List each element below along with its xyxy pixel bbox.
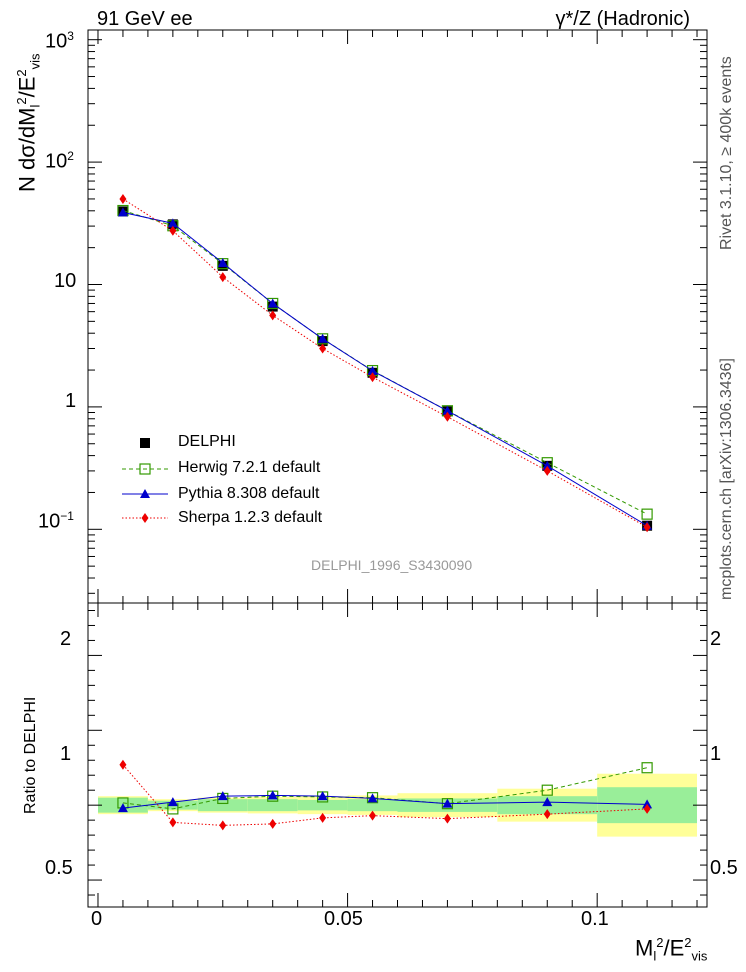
ratio-band-green (197, 799, 248, 812)
legend-marker-sherpa (141, 513, 149, 523)
main-point-herwig (641, 508, 653, 520)
main-point-pythia (542, 460, 553, 470)
main-y-tick-label: 102 (45, 149, 74, 173)
main-point-sherpa (219, 272, 227, 283)
legend-label-pythia: Pythia 8.308 default (178, 485, 320, 502)
header-right-label: γ*/Z (Hadronic) (555, 8, 690, 30)
main-y-tick-label: 10 (54, 270, 77, 292)
main-point-sherpa (443, 411, 451, 422)
main-point-pythia (267, 298, 278, 308)
ratio-point-pythia (542, 797, 553, 807)
ratio-bands (97, 773, 698, 837)
legend-label-sherpa: Sherpa 1.2.3 default (178, 509, 323, 526)
ratio-point-pythia (217, 791, 228, 801)
main-point-sherpa (169, 225, 177, 236)
ratio-point-pythia (267, 790, 278, 800)
ratio-y-tick-label-right: 2 (710, 628, 722, 650)
ratio-y-tick-label-right: 0.5 (710, 857, 738, 879)
x-axis-title: Ml2/E2vis (635, 935, 708, 964)
main-point-pythia (117, 207, 128, 217)
ratio-point-sherpa (219, 820, 227, 831)
ratio-y-tick-label-left: 2 (60, 628, 72, 650)
ratio-point-sherpa (319, 812, 327, 823)
main-y-tick-label: 1 (65, 390, 77, 412)
ratio-y-axis-title: Ratio to DELPHI (22, 696, 39, 814)
ratio-line-herwig (122, 767, 648, 810)
ratio-band-green (297, 799, 348, 811)
ratio-point-sherpa (269, 818, 277, 829)
main-point-pythia (442, 405, 453, 415)
analysis-watermark: DELPHI_1996_S3430090 (311, 557, 473, 573)
legend-marker-herwig (139, 463, 151, 475)
ratio-band-green (247, 799, 298, 812)
ratio-point-sherpa (369, 810, 377, 821)
ratio-point-pythia (167, 797, 178, 807)
legend-label-herwig: Herwig 7.2.1 default (178, 459, 321, 476)
main-point-sherpa (369, 372, 377, 383)
main-y-axis-title: N dσ/dMl2/E2vis (14, 53, 43, 192)
series-layer (117, 193, 653, 831)
main-point-sherpa (119, 193, 127, 204)
ratio-y-tick-label-right: 1 (710, 743, 722, 765)
main-point-sherpa (269, 310, 277, 321)
main-y-tick-label: 10−1 (38, 509, 74, 533)
ratio-point-pythia (442, 798, 453, 808)
main-point-sherpa (543, 465, 551, 476)
ratio-y-tick-label-left: 0.5 (45, 857, 73, 879)
x-tick-label: 0 (91, 908, 103, 930)
legend-label-delphi: DELPHI (178, 433, 236, 450)
ratio-plot-frame (87, 602, 708, 908)
ratio-point-pythia (117, 803, 128, 813)
axis-ticks (88, 30, 707, 907)
legend (122, 438, 168, 523)
legend-marker-delphi (140, 438, 150, 448)
ratio-point-herwig (366, 792, 379, 804)
legend-marker-pythia (140, 489, 150, 498)
mcplots-label: mcplots.cern.ch [arXiv:1306.3436] (718, 358, 735, 600)
main-point-sherpa (319, 343, 327, 354)
ratio-point-pythia (317, 791, 328, 801)
ratio-point-pythia (367, 793, 378, 803)
x-tick-label: 0.1 (581, 908, 609, 930)
x-tick-label: 0.05 (324, 908, 363, 930)
main-point-sherpa (643, 522, 651, 533)
ratio-point-sherpa (643, 803, 651, 814)
ratio-point-sherpa (443, 813, 451, 824)
ratio-y-tick-label-left: 1 (60, 743, 72, 765)
ratio-point-sherpa (543, 809, 551, 820)
ratio-point-sherpa (119, 759, 127, 770)
rivet-version-label: Rivet 3.1.10, ≥ 400k events (718, 56, 735, 250)
ratio-point-sherpa (169, 817, 177, 828)
header-left-label: 91 GeV ee (97, 8, 193, 30)
main-point-pythia (317, 333, 328, 343)
main-point-pythia (217, 257, 228, 267)
ratio-point-herwig (541, 784, 553, 796)
main-point-pythia (167, 218, 178, 228)
main-point-pythia (367, 365, 378, 375)
main-y-tick-label: 103 (45, 29, 74, 53)
main-line-pythia (122, 211, 648, 527)
ratio-point-herwig (641, 762, 653, 774)
main-line-sherpa (122, 198, 648, 528)
ratio-band-green (347, 799, 398, 812)
